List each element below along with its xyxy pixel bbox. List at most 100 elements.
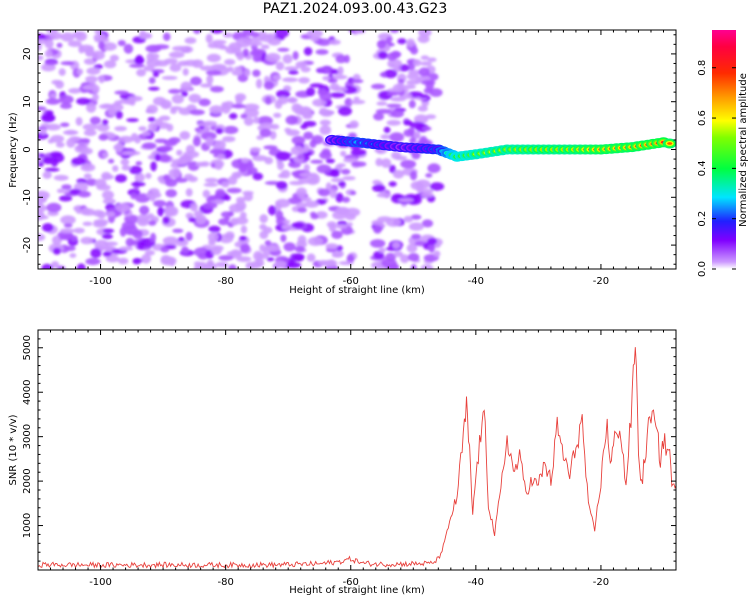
noise-blob [329,69,340,75]
noise-blob [335,192,344,203]
noise-blob [102,198,116,205]
snr-xlabel: Height of straight line (km) [289,585,425,596]
noise-blob [392,241,401,249]
x-tick-label: -80 [217,577,233,588]
colorbar-label: Normalized spectral amplitude [738,73,749,227]
noise-blob [250,260,261,269]
noise-blob [338,106,352,116]
noise-blob [402,84,416,90]
noise-blob [420,264,434,269]
noise-blob [211,63,227,71]
noise-blob [218,218,229,226]
noise-blob [260,44,270,50]
noise-blob [175,238,189,247]
noise-blob [408,100,416,109]
y-tick-label: 3000 [22,424,33,449]
noise-blob [373,112,385,121]
noise-blob [70,235,78,242]
noise-blob [80,138,91,144]
noise-blob [117,257,129,265]
noise-blob [351,161,367,168]
noise-blob [289,180,305,186]
noise-blob [58,68,66,76]
noise-blob [264,156,274,165]
noise-blob [234,216,249,225]
noise-blob [44,167,60,172]
noise-blob [132,258,142,265]
noise-blob [333,86,348,92]
noise-blob [218,255,234,261]
noise-blob [114,126,127,132]
noise-blob [93,220,107,228]
noise-blob [200,131,217,141]
noise-blob [226,251,241,256]
noise-blob [341,196,351,203]
noise-blob [238,161,254,169]
noise-blob [243,103,260,112]
noise-blob [169,63,182,72]
noise-blob [410,214,422,220]
noise-blob [86,67,101,75]
noise-blob [157,145,174,152]
noise-blob [76,68,84,75]
noise-blob [296,187,307,197]
noise-blob [418,30,432,37]
noise-blob [38,215,49,220]
noise-blob [38,132,49,140]
noise-blob [85,75,98,83]
noise-blob [376,40,387,49]
noise-blob [389,132,405,143]
noise-blob [224,195,231,201]
noise-blob [85,257,101,266]
noise-blob [71,157,86,166]
noise-blob [114,174,127,183]
noise-blob [207,42,219,49]
noise-blob [49,32,63,40]
noise-blob [174,177,188,183]
noise-blob [64,233,71,241]
noise-blob [154,118,163,127]
noise-blob [259,122,274,130]
noise-blob [244,69,251,77]
y-tick-label: -10 [22,189,33,205]
noise-blob [108,103,124,112]
noise-blob [287,197,302,205]
noise-blob [60,215,76,225]
noise-blob [289,161,301,169]
noise-blob [157,206,164,217]
noise-blob [176,149,183,156]
noise-blob [185,188,193,197]
noise-blob [64,129,77,136]
noise-blob [286,97,298,103]
noise-blob [82,123,99,131]
noise-blob [150,161,157,172]
noise-blob [280,234,287,243]
noise-blob [280,169,291,179]
noise-blob [274,30,289,38]
noise-blob [177,237,185,242]
noise-blob [113,144,123,151]
noise-blob [143,65,155,72]
y-tick-label: 1000 [22,513,33,538]
noise-blob [311,135,324,145]
noise-blob [206,53,221,63]
noise-blob [337,163,346,168]
noise-blob [377,51,388,60]
noise-blob [243,117,254,126]
noise-blob [185,231,193,241]
noise-blob [411,233,421,240]
noise-blob [223,125,239,135]
noise-blob [81,85,97,90]
noise-blob [106,211,116,217]
noise-blob [317,89,327,96]
noise-blob [195,161,206,167]
noise-blob [152,71,160,78]
noise-blob [400,159,417,169]
noise-blob [413,131,421,140]
noise-blob [372,179,382,185]
noise-blob [228,264,237,269]
noise-blob [96,123,110,132]
noise-blob [154,153,161,162]
noise-blob [259,128,272,138]
